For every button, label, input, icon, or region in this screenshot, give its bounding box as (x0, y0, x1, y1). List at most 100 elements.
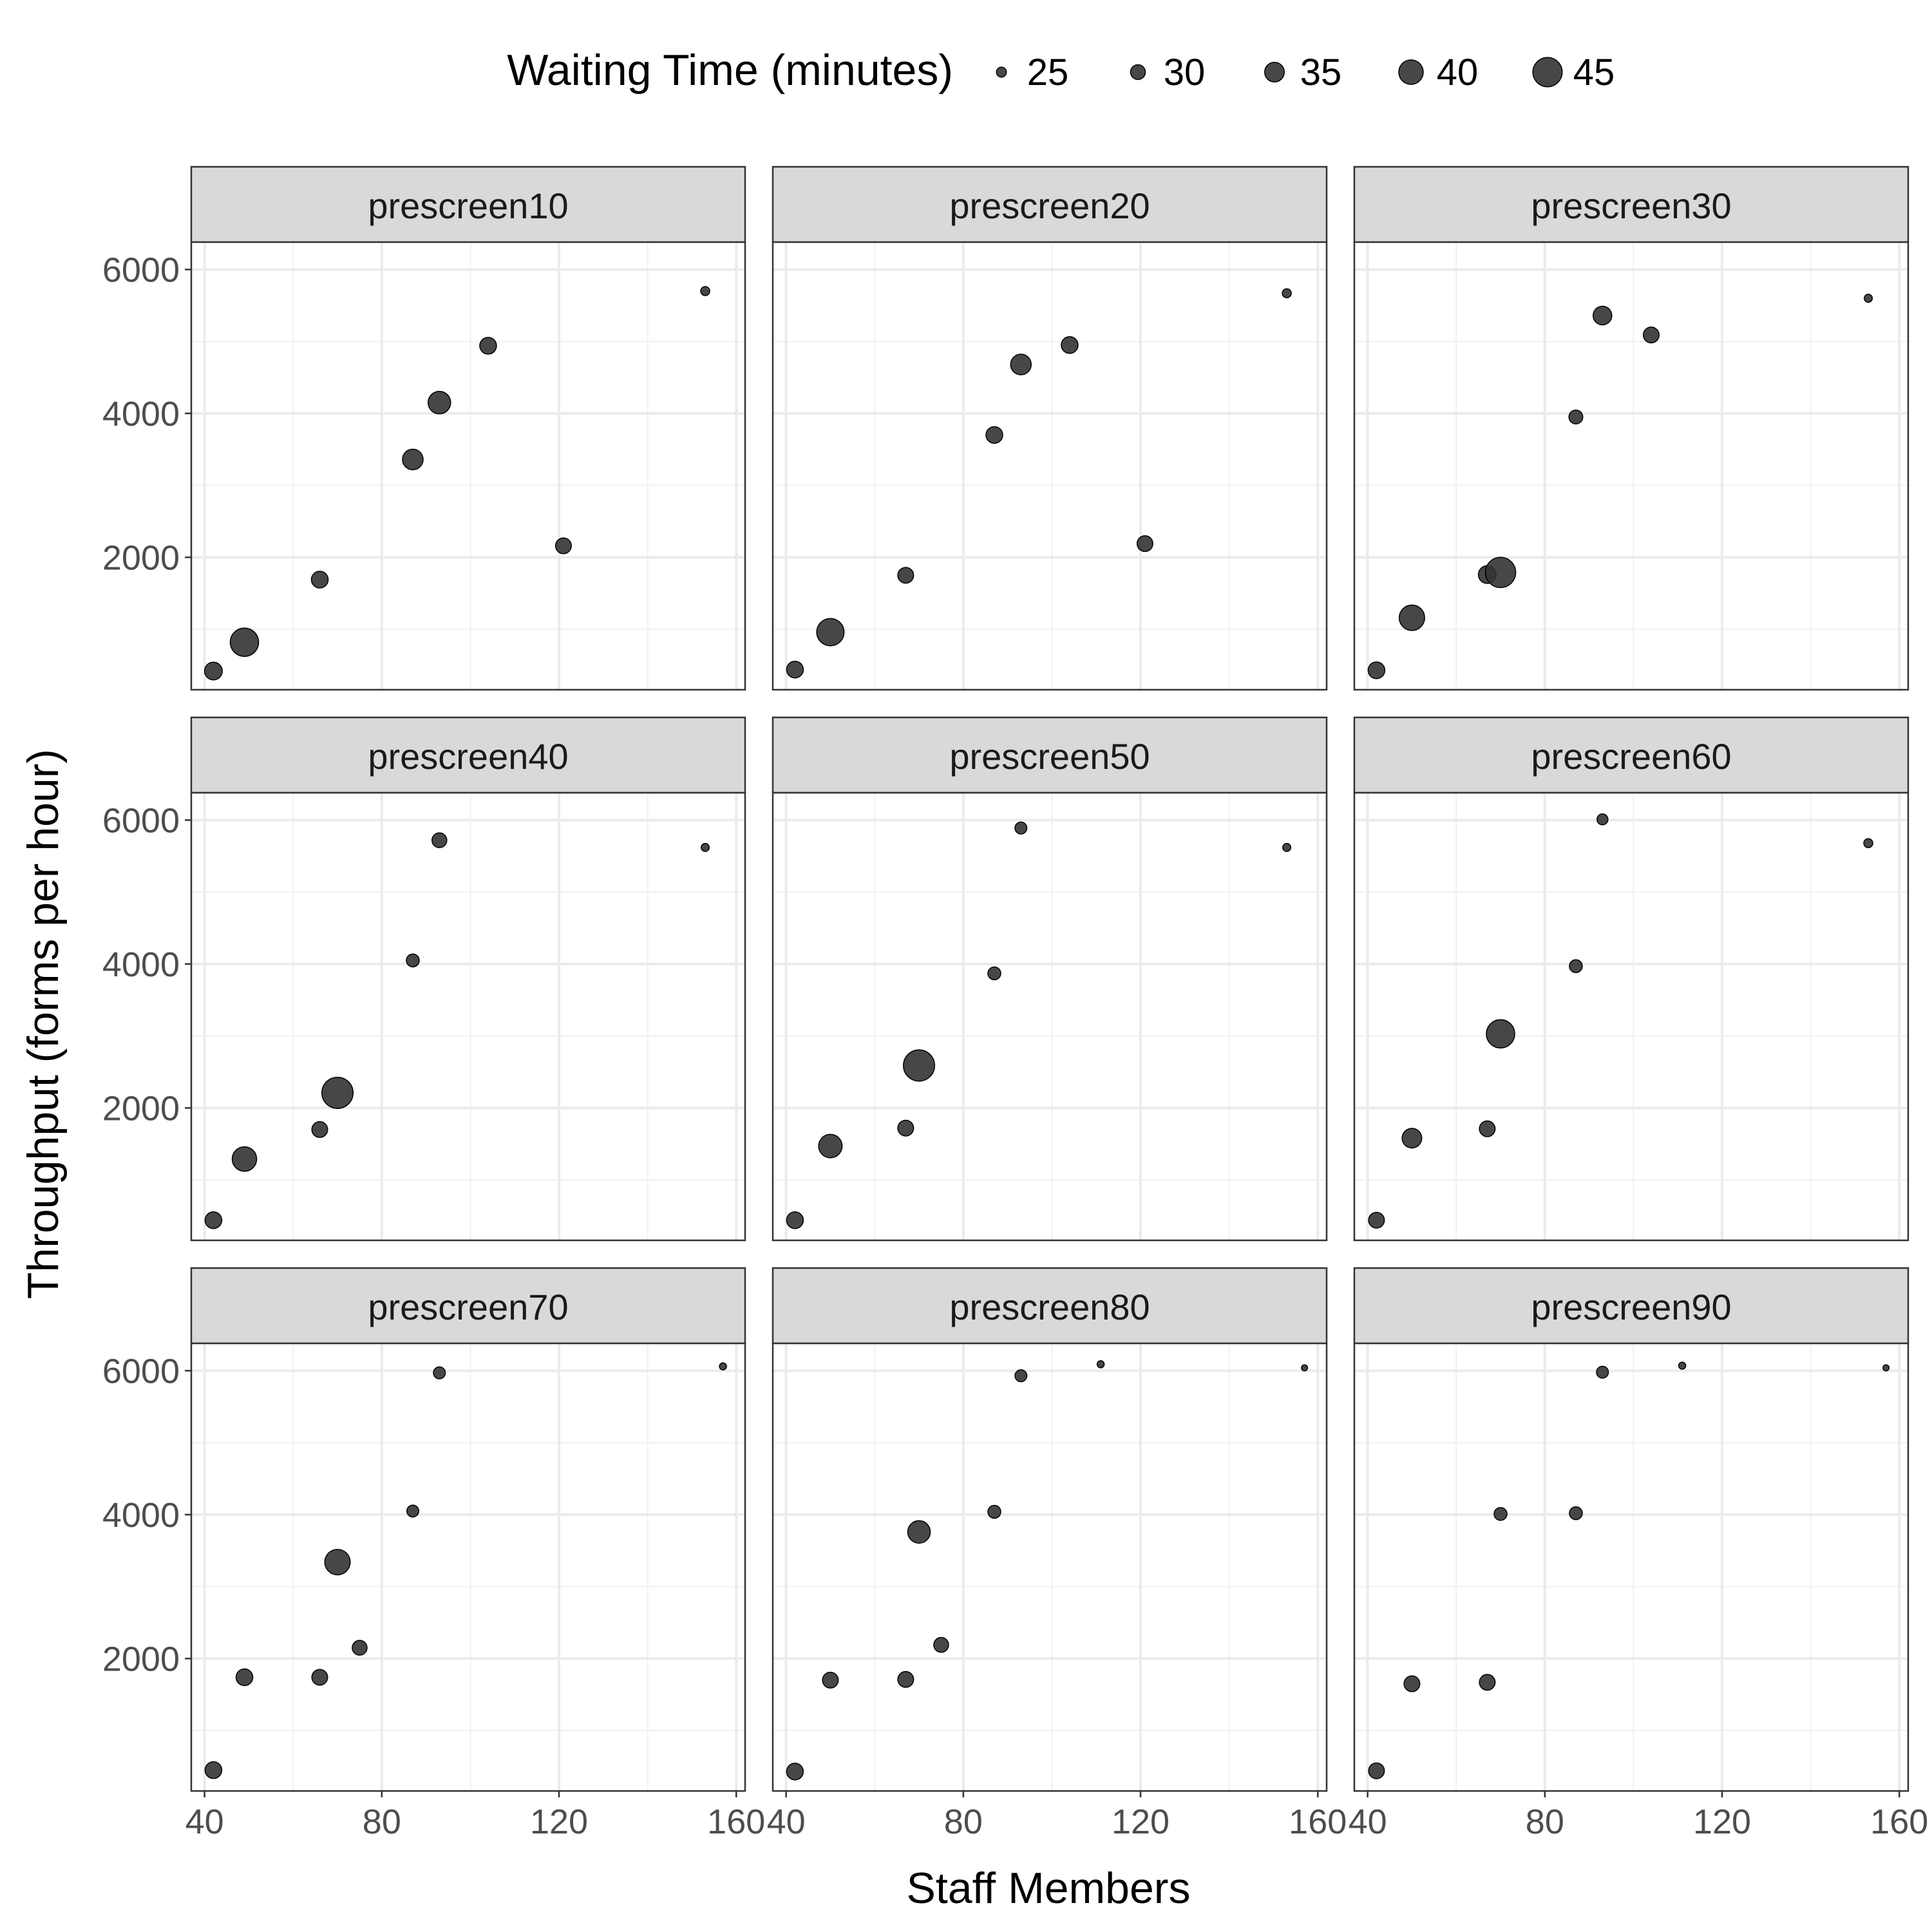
data-point (985, 426, 1003, 444)
legend-label-35: 35 (1300, 52, 1342, 93)
data-point (1301, 1364, 1309, 1372)
data-point (933, 1636, 949, 1653)
data-point (1479, 1674, 1496, 1691)
y-tick-label: 6000 (102, 1352, 180, 1390)
legend-key-45 (1532, 57, 1563, 88)
y-tick-label: 6000 (102, 801, 180, 840)
panel-border (1353, 241, 1909, 691)
facet-label: prescreen40 (368, 736, 568, 777)
y-tick-label: 2000 (102, 538, 180, 577)
x-tick-label: 80 (1526, 1803, 1564, 1841)
panel-prescreen80: prescreen80 40 80 120 160 (767, 1267, 1347, 1841)
data-point (987, 966, 1001, 981)
data-point (907, 1520, 931, 1544)
data-point (204, 1761, 223, 1779)
data-point (554, 537, 572, 554)
axes-text: Staff Members Throughput (forms per hour… (19, 749, 1190, 1913)
plot-background (1354, 1343, 1908, 1791)
data-point (1568, 410, 1584, 425)
data-point (406, 953, 420, 968)
data-point (1368, 1211, 1385, 1229)
data-point (786, 1763, 804, 1781)
data-point (1368, 1762, 1385, 1779)
facet-label: prescreen30 (1531, 185, 1731, 226)
legend-label-30: 30 (1164, 52, 1206, 93)
data-point (818, 1133, 843, 1159)
data-point (1401, 1128, 1423, 1149)
legend-label-40: 40 (1437, 52, 1479, 93)
data-point (1010, 354, 1032, 375)
facet-strip (190, 1267, 746, 1345)
panel-border (772, 1342, 1328, 1792)
x-tick-label: 80 (944, 1803, 983, 1841)
facet-strip (1353, 166, 1909, 243)
facet-label: prescreen20 (949, 185, 1150, 226)
data-point (402, 448, 424, 471)
data-point (229, 627, 260, 658)
legend-key-40 (1398, 59, 1424, 85)
data-point (1403, 1675, 1421, 1692)
legend-entries: 25 30 35 40 45 (996, 52, 1615, 93)
data-point (701, 842, 710, 852)
x-tick-label: 160 (1289, 1803, 1347, 1841)
data-point (1398, 604, 1425, 631)
facet-panels: prescreen10 2000 4000 6000 prescreen20 prescr… (102, 166, 1928, 1841)
panel-prescreen60: prescreen60 (1353, 716, 1909, 1242)
facet-label: prescreen60 (1531, 736, 1731, 777)
data-point (311, 1669, 328, 1686)
panel-prescreen90: prescreen90 40 80 120 160 (1349, 1267, 1928, 1841)
data-point (1593, 305, 1613, 326)
data-point (1569, 1506, 1583, 1520)
panel-border (1353, 1342, 1909, 1792)
data-point (1486, 1019, 1515, 1049)
data-point (1484, 556, 1517, 589)
data-point (311, 1121, 328, 1138)
data-point (1493, 1507, 1508, 1521)
data-point (352, 1640, 368, 1656)
data-point (204, 1211, 223, 1229)
data-point (1596, 1365, 1609, 1379)
x-tick-label: 40 (185, 1803, 224, 1841)
legend-key-25 (996, 66, 1007, 78)
data-point (1014, 821, 1028, 835)
y-tick-label: 4000 (102, 1496, 180, 1535)
facet-strip (772, 716, 1328, 794)
y-tick-label: 2000 (102, 1640, 180, 1678)
y-tick-label: 6000 (102, 251, 180, 289)
y-tick-label: 4000 (102, 395, 180, 433)
panel-border (190, 1342, 746, 1792)
facet-strip (1353, 716, 1909, 794)
data-point (719, 1362, 727, 1371)
data-point (310, 571, 329, 589)
y-tick-label: 2000 (102, 1089, 180, 1128)
data-point (235, 1668, 254, 1687)
data-point (231, 1146, 258, 1172)
data-point (1569, 959, 1583, 974)
data-point (324, 1549, 351, 1576)
x-tick-label: 40 (1349, 1803, 1387, 1841)
data-point (1863, 838, 1873, 848)
legend-key-30 (1130, 64, 1146, 80)
data-point (1014, 1369, 1028, 1383)
data-point (433, 1366, 446, 1379)
x-tick-label: 160 (707, 1803, 765, 1841)
facet-label: prescreen50 (949, 736, 1150, 777)
x-tick-label: 160 (1870, 1803, 1928, 1841)
facet-strip (772, 166, 1328, 243)
panel-border (772, 241, 1328, 691)
facet-label: prescreen80 (949, 1287, 1150, 1327)
legend-label-25: 25 (1027, 52, 1069, 93)
data-point (204, 661, 223, 681)
data-point (1678, 1361, 1687, 1370)
legend-label-45: 45 (1573, 52, 1615, 93)
data-point (786, 1211, 804, 1229)
plot-background (773, 242, 1327, 690)
legend: Waiting Time (minutes) 25 30 35 40 45 (507, 46, 1615, 95)
panel-prescreen20: prescreen20 (772, 166, 1328, 691)
data-point (428, 390, 451, 415)
panel-border (190, 241, 746, 691)
data-point (822, 1671, 839, 1689)
data-point (786, 660, 804, 679)
data-point (406, 1504, 419, 1518)
x-tick-label: 120 (530, 1803, 588, 1841)
